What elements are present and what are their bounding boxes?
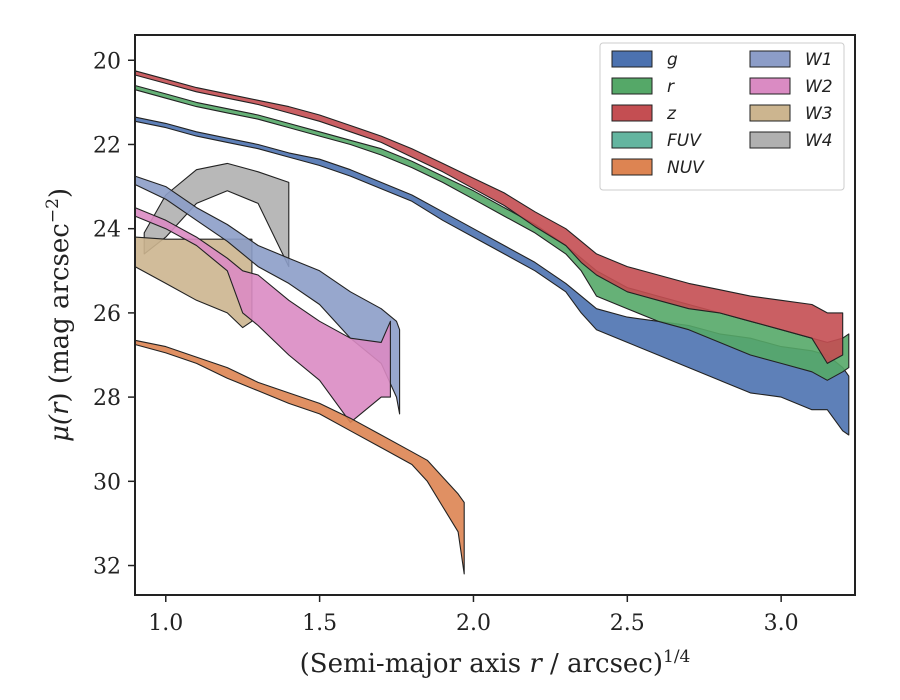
series-bands — [134, 70, 850, 575]
y-tick-label: 22 — [93, 133, 121, 158]
y-tick-label: 28 — [93, 386, 121, 411]
y-tick-label: 26 — [93, 302, 121, 327]
band-w1 — [134, 175, 401, 415]
y-tick-label: 30 — [93, 470, 121, 495]
legend-label-nuv: NUV — [667, 158, 705, 178]
plot-frame — [134, 34, 856, 596]
y-tick-label: 20 — [93, 49, 121, 74]
legend-swatch-z — [611, 104, 653, 122]
band-r — [134, 84, 850, 381]
band-nuv — [134, 339, 465, 575]
legend-label-z: z — [666, 104, 677, 124]
y-axis-label: μ(r) (mag arcsec−2) — [43, 188, 75, 442]
legend-swatch-w4 — [749, 131, 791, 149]
x-tick-label: 1.5 — [302, 611, 337, 636]
legend-label-w4: W4 — [805, 131, 833, 151]
legend-swatch-fuv — [611, 131, 653, 149]
x-tick-label: 2.5 — [610, 611, 645, 636]
x-axis-ticks: 1.0 1.5 2.0 2.5 3.0 — [148, 595, 799, 636]
legend-label-g: g — [667, 50, 678, 70]
legend-label-fuv: FUV — [667, 131, 702, 151]
legend-label-w1: W1 — [805, 50, 833, 70]
band-z — [134, 70, 844, 364]
legend-label-r: r — [667, 77, 675, 97]
band-g — [134, 116, 850, 436]
y-tick-label: 24 — [93, 218, 121, 243]
legend-swatch-w1 — [749, 50, 791, 68]
legend-swatch-w3 — [749, 104, 791, 122]
x-tick-label: 1.0 — [148, 611, 183, 636]
legend-swatch-w2 — [749, 77, 791, 95]
legend: grz FUV NUV W1 W2 W3 W4 — [599, 42, 845, 191]
legend-swatch-nuv — [611, 158, 653, 176]
x-tick-label: 2.0 — [456, 611, 491, 636]
legend-label-w3: W3 — [805, 104, 833, 124]
legend-swatch-r — [611, 77, 653, 95]
y-tick-label: 32 — [93, 555, 121, 580]
legend-label-w2: W2 — [805, 77, 833, 97]
y-axis-ticks: 20 22 24 26 28 30 32 — [93, 49, 135, 580]
x-tick-label: 3.0 — [764, 611, 799, 636]
x-axis-label: (Semi-major axis r / arcsec)1/4 — [300, 647, 691, 679]
legend-swatch-g — [611, 50, 653, 68]
band-w2 — [134, 207, 391, 423]
